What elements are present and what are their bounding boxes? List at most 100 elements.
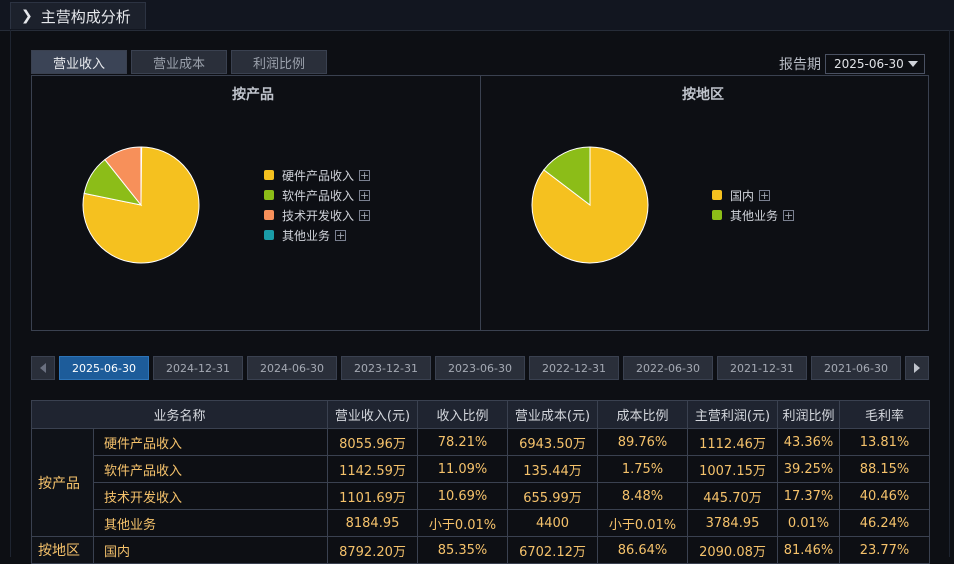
legend-label: 硬件产品收入 [282,168,355,183]
cell: 40.46% [839,482,930,510]
legend-swatch [264,210,274,220]
cell: 1142.59万 [327,455,418,483]
col-header[interactable]: 毛利率 [839,400,930,429]
cell: 技术开发收入 [93,482,328,510]
cell: 8.48% [597,482,688,510]
header-tab: ❯ 主营构成分析 [10,2,146,29]
main-panel [10,30,950,557]
expand-plus-icon[interactable]: + [759,188,771,202]
tab-revenue[interactable]: 营业收入 [31,50,127,74]
charts-divider [480,76,481,330]
report-period-value: 2025-06-30 [834,57,904,71]
legend-label: 其他业务 [282,228,331,243]
pie-slice[interactable] [543,146,591,207]
cell: 国内 [93,536,328,564]
expand-plus-icon[interactable]: + [359,188,371,202]
date-tab[interactable]: 2023-06-30 [435,356,525,380]
metric-tabs: 营业收入 营业成本 利润比例 [31,50,327,74]
cell: 4400 [507,509,598,537]
expand-plus-icon[interactable]: + [783,208,795,222]
cell: 2090.08万 [687,536,778,564]
region-pie-chart [531,146,649,264]
cell: 硬件产品收入 [93,428,328,456]
legend-label: 软件产品收入 [282,188,355,203]
charts-area: 按产品 按地区 硬件产品收入 + 软件产品收入 + 技术开发收入 + 其他业务 + 国内… [31,75,929,331]
date-selector: 2025-06-30 2024-12-31 2024-06-30 2023-12… [31,356,929,380]
cell: 1101.69万 [327,482,418,510]
col-header[interactable]: 主营利润(元) [687,400,778,429]
table-row: 按产品 硬件产品收入 8055.96万 78.21% 6943.50万 89.7… [31,428,930,537]
cell: 86.64% [597,536,688,564]
arrow-left-icon [40,363,46,373]
cell: 17.37% [777,482,840,510]
col-header[interactable]: 营业收入(元) [327,400,418,429]
panel-title: 主营构成分析 [40,7,131,26]
date-tab[interactable]: 2024-12-31 [153,356,243,380]
legend-swatch [712,210,722,220]
date-tab[interactable]: 2025-06-30 [59,356,149,380]
table-row: 其他业务 8184.95 小于0.01% 4400 小于0.01% 3784.9… [32,509,930,537]
cell: 0.01% [777,509,840,537]
cell: 78.21% [417,428,508,456]
cell: 小于0.01% [597,509,688,537]
cell: 655.99万 [507,482,598,510]
table-row: 软件产品收入 1142.59万 11.09% 135.44万 1.75% 100… [32,455,930,483]
date-next-button[interactable] [905,356,929,380]
legend-item: 硬件产品收入 + [264,165,371,185]
dropdown-arrow-icon[interactable] [908,61,918,67]
legend-item: 国内 + [712,185,794,205]
date-tab[interactable]: 2024-06-30 [247,356,337,380]
cell: 6702.12万 [507,536,598,564]
cell: 1.75% [597,455,688,483]
report-period-select[interactable]: 2025-06-30 [825,54,925,74]
cell: 8055.96万 [327,428,418,456]
col-header[interactable]: 业务名称 [31,400,328,429]
cell: 89.76% [597,428,688,456]
cell: 43.36% [777,428,840,456]
legend-swatch [264,230,274,240]
col-header[interactable]: 成本比例 [597,400,688,429]
date-tab[interactable]: 2021-06-30 [811,356,901,380]
product-legend: 硬件产品收入 + 软件产品收入 + 技术开发收入 + 其他业务 + [264,165,371,245]
table-row: 技术开发收入 1101.69万 10.69% 655.99万 8.48% 445… [32,482,930,510]
region-chart-title: 按地区 [682,87,724,103]
legend-label: 技术开发收入 [282,208,355,223]
legend-item: 其他业务 + [264,225,370,245]
legend-label: 其他业务 [730,208,779,223]
cell: 其他业务 [93,509,328,537]
cell: 10.69% [417,482,508,510]
legend-item: 其他业务 + [712,205,795,225]
cell: 8184.95 [327,509,418,537]
tab-profit-ratio[interactable]: 利润比例 [231,50,327,74]
cell: 1007.15万 [687,455,778,483]
arrow-right-icon [914,363,920,373]
col-header[interactable]: 利润比例 [777,400,840,429]
expand-plus-icon[interactable]: + [359,168,371,182]
pie-slice[interactable] [82,146,200,264]
expand-plus-icon[interactable]: + [335,228,347,242]
date-tab[interactable]: 2021-12-31 [717,356,807,380]
report-period: 报告期 2025-06-30 [779,54,925,74]
col-header[interactable]: 营业成本(元) [507,400,598,429]
chevron-right-icon[interactable]: ❯ [21,8,33,24]
cell: 23.77% [839,536,930,564]
panel-header: ❯ 主营构成分析 [0,0,954,31]
date-tab[interactable]: 2022-12-31 [529,356,619,380]
expand-plus-icon[interactable]: + [359,208,371,222]
date-list: 2025-06-30 2024-12-31 2024-06-30 2023-12… [59,356,901,380]
col-header[interactable]: 收入比例 [417,400,508,429]
tab-cost[interactable]: 营业成本 [131,50,227,74]
date-tab[interactable]: 2023-12-31 [341,356,431,380]
cell: 3784.95 [687,509,778,537]
cell: 1112.46万 [687,428,778,456]
cell: 39.25% [777,455,840,483]
date-tab[interactable]: 2022-06-30 [623,356,713,380]
pie-slice[interactable] [140,146,143,206]
report-period-label: 报告期 [779,57,821,73]
cell: 6943.50万 [507,428,598,456]
cell: 85.35% [417,536,508,564]
product-chart-title: 按产品 [232,87,274,103]
cell: 88.15% [839,455,930,483]
legend-swatch [264,170,274,180]
date-prev-button[interactable] [31,356,55,380]
